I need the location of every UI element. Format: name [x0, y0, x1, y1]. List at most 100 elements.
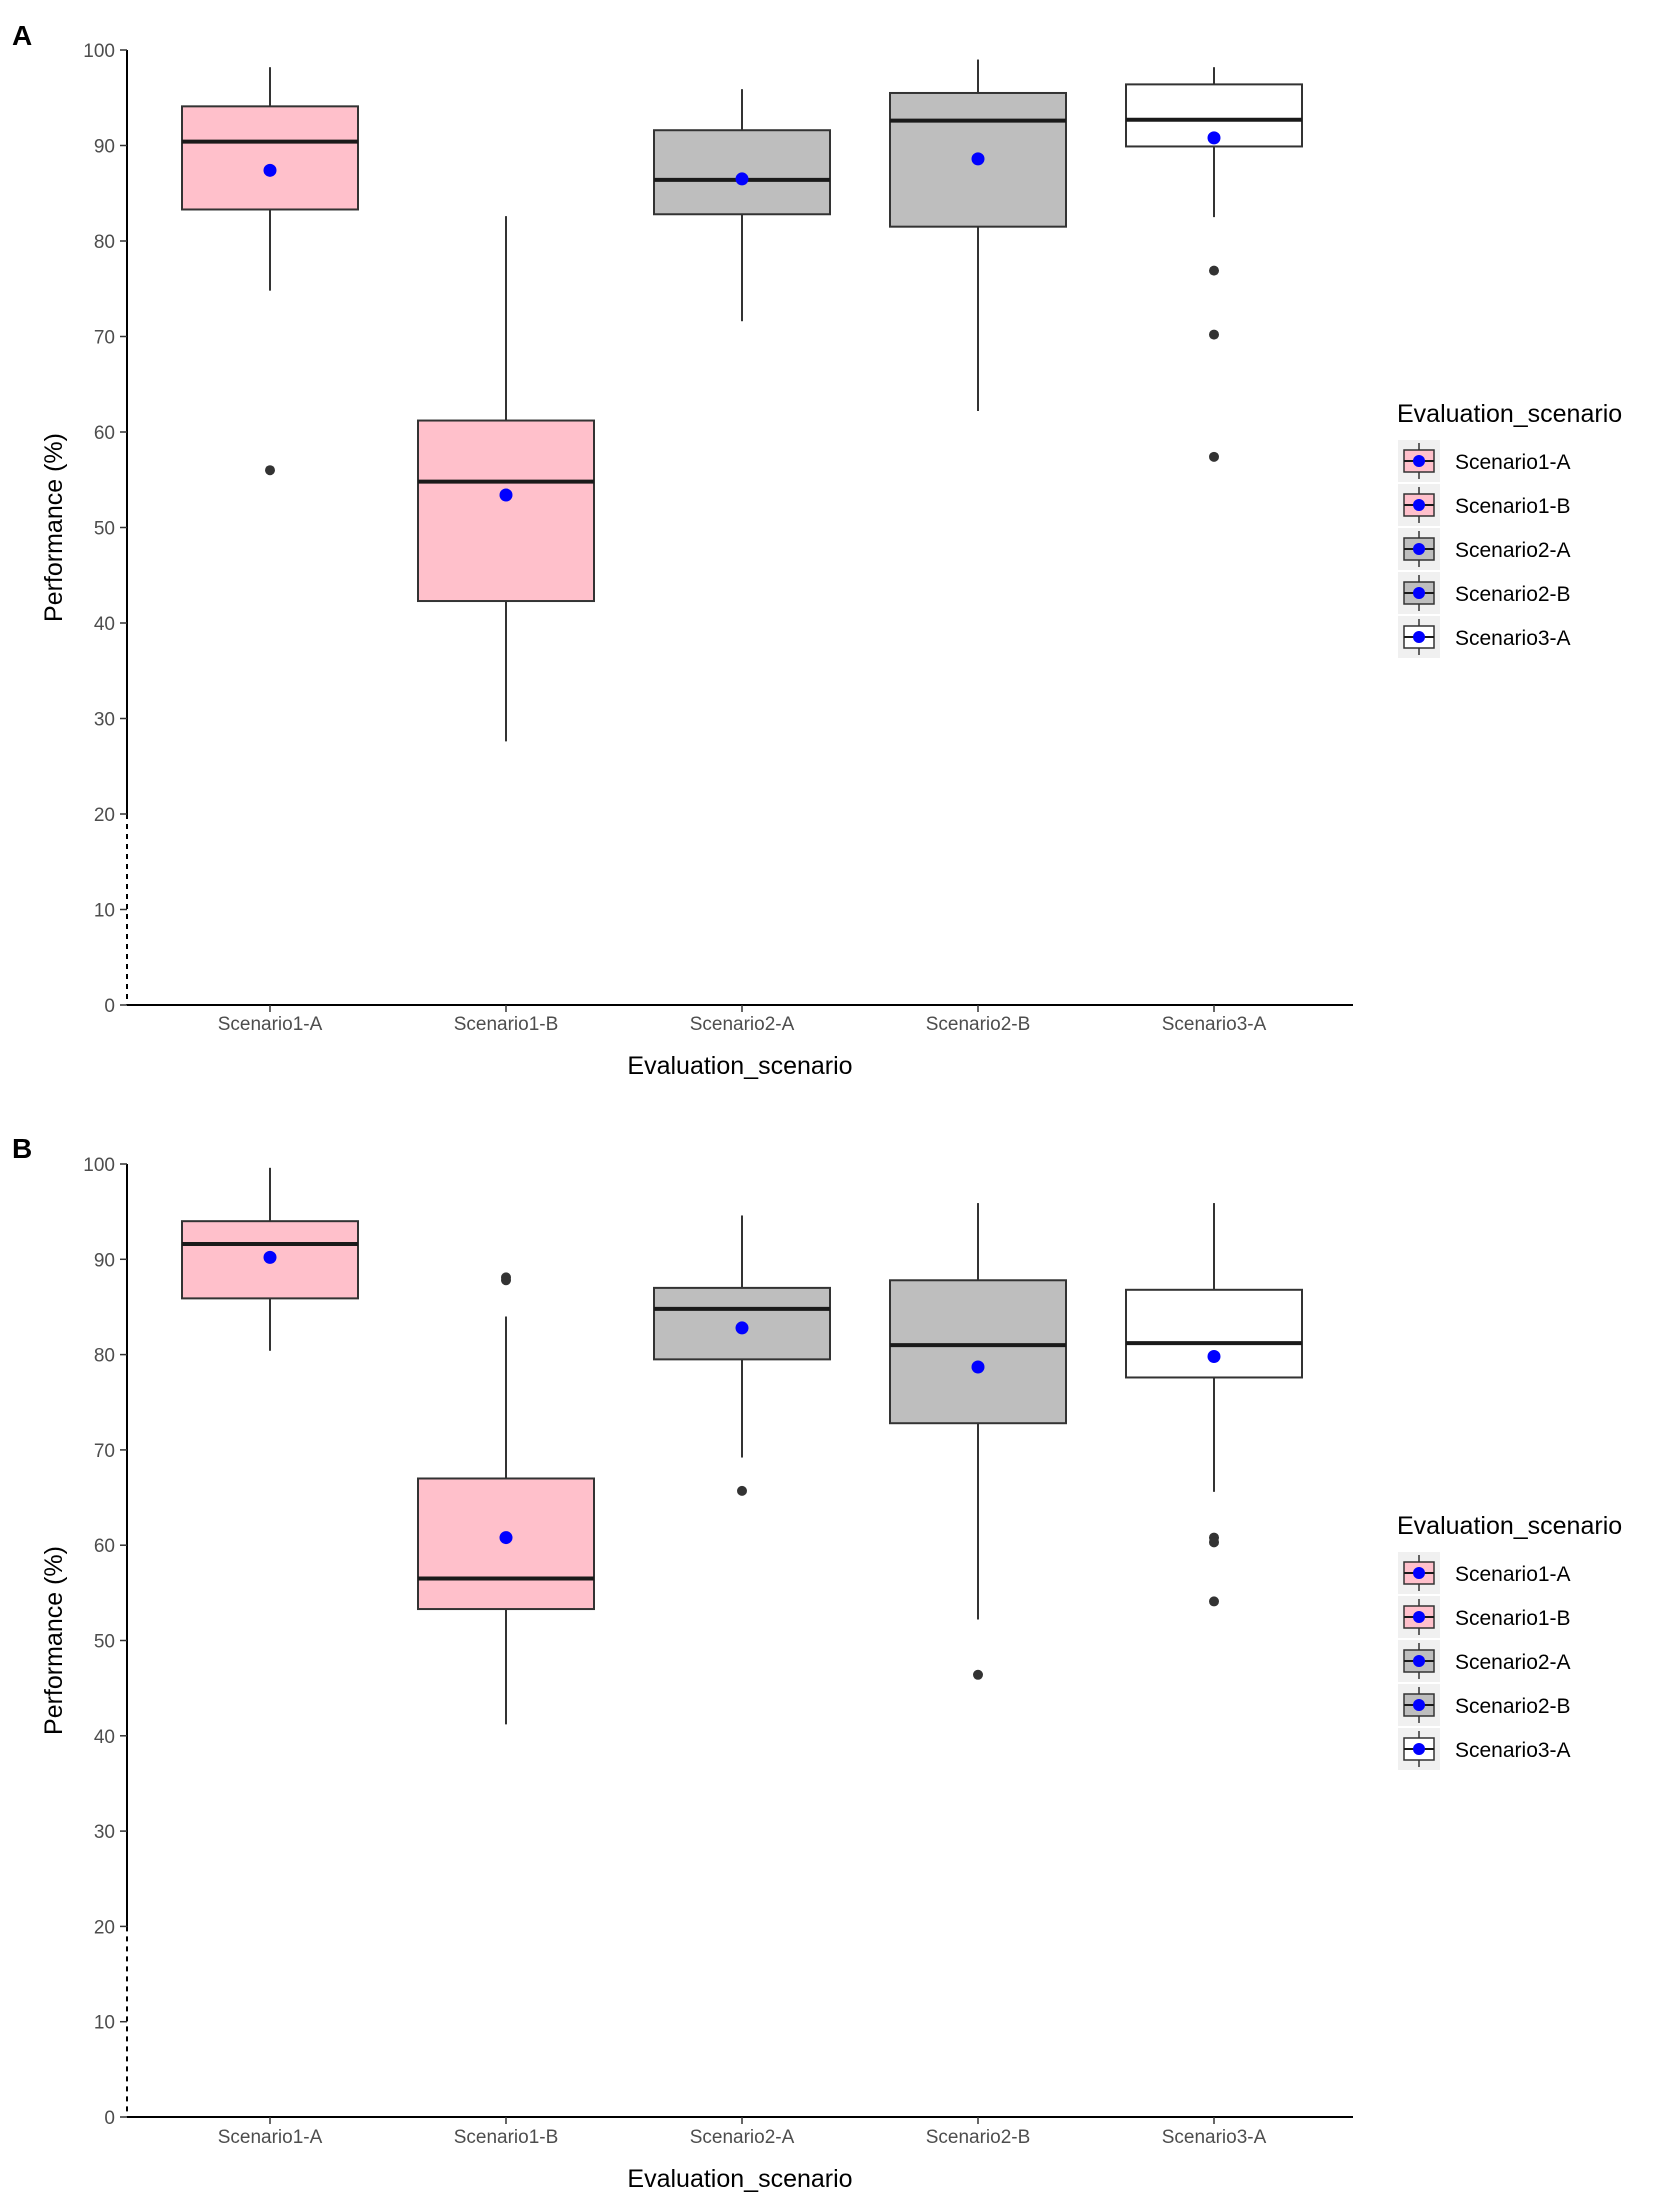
iqr-box: [417, 419, 595, 603]
y-tick-label: 80: [94, 1346, 115, 1367]
mean-point: [971, 152, 985, 166]
outlier-point: [1209, 1596, 1219, 1607]
y-tick-label: 70: [94, 328, 115, 349]
legend-key: [1398, 1640, 1440, 1682]
y-tick-label: 10: [94, 901, 115, 922]
y-tick-label: 40: [94, 614, 115, 635]
legend-mean: [1413, 1743, 1425, 1755]
legend-mean: [1413, 631, 1425, 643]
y-tick-label: 70: [94, 1441, 115, 1462]
box-scenario3-a: [1125, 67, 1303, 462]
y-tick-label: 90: [94, 1250, 115, 1271]
iqr-box: [1125, 83, 1303, 148]
outlier-point: [737, 1485, 747, 1496]
legend-label: Scenario1-A: [1455, 1563, 1571, 1586]
mean-point: [735, 1321, 749, 1335]
iqr-box: [889, 1279, 1067, 1425]
legend-key: [1398, 616, 1440, 658]
y-tick-label: 20: [94, 805, 115, 826]
legend-label: Scenario1-B: [1455, 1607, 1571, 1630]
x-tick-label: Scenario2-B: [926, 1014, 1031, 1035]
y-tick-label: 50: [94, 519, 115, 540]
y-axis-title: Performance (%): [40, 1546, 68, 1735]
legend-key: [1398, 1728, 1440, 1770]
panel-b: B 0 10 20 30 40 50 60 70 80 90 100 Scenario1-A Scenar…: [12, 1133, 1622, 2193]
panel-a: A 0 10 20 30 40 50 60 70 80 90 100 Scenario1-A Scenar…: [12, 20, 1622, 1080]
legend-label: Scenario3-A: [1455, 1739, 1571, 1762]
legend-label: Scenario1-B: [1455, 495, 1571, 518]
legend: Evaluation_scenario Scenario1-A Scenario1-…: [1397, 1512, 1622, 1770]
x-tick-label: Scenario2-A: [690, 1014, 795, 1035]
legend-key: [1398, 1596, 1440, 1638]
y-tick-label: 0: [104, 2108, 115, 2129]
y-tick-label: 30: [94, 1822, 115, 1843]
iqr-box: [653, 129, 831, 216]
box-scenario2-b: [889, 59, 1067, 411]
iqr-box: [1125, 1288, 1303, 1379]
mean-point: [971, 1360, 985, 1374]
legend-mean: [1413, 1611, 1425, 1623]
y-tick-label: 50: [94, 1632, 115, 1653]
box-scenario2-a: [653, 1215, 831, 1496]
x-tick-label: Scenario2-B: [926, 2127, 1031, 2148]
legend-mean: [1413, 455, 1425, 467]
iqr-box: [417, 1477, 595, 1611]
y-tick-label: 40: [94, 1727, 115, 1748]
box-scenario2-b: [889, 1203, 1067, 1680]
outlier-point: [973, 1669, 983, 1680]
legend-key: [1398, 572, 1440, 614]
y-axis-title: Performance (%): [40, 433, 68, 622]
mean-point: [1207, 1350, 1221, 1364]
legend-title: Evaluation_scenario: [1397, 400, 1622, 428]
legend-label: Scenario2-A: [1455, 1651, 1571, 1674]
y-tick-label: 90: [94, 137, 115, 158]
legend-label: Scenario2-B: [1455, 583, 1571, 606]
mean-point: [735, 172, 749, 186]
x-tick-label: Scenario2-A: [690, 2127, 795, 2148]
box-scenario2-a: [653, 89, 831, 322]
legend-key: [1398, 484, 1440, 526]
legend-key: [1398, 1684, 1440, 1726]
box-scenario1-b: [417, 1272, 595, 1725]
box-scenario1-a: [181, 1167, 359, 1351]
legend-key: [1398, 528, 1440, 570]
legend-key: [1398, 1552, 1440, 1594]
x-tick-label: Scenario1-A: [218, 1014, 323, 1035]
y-tick-label: 60: [94, 1536, 115, 1557]
mean-point: [1207, 131, 1221, 145]
outlier-point: [1209, 1537, 1219, 1548]
x-axis-title: Evaluation_scenario: [627, 1052, 852, 1080]
legend-mean: [1413, 543, 1425, 555]
outlier-point: [501, 1275, 511, 1286]
legend-label: Scenario2-A: [1455, 539, 1571, 562]
legend: Evaluation_scenario Scenario1-A Scenario1-…: [1397, 400, 1622, 658]
y-tick-label: 100: [83, 41, 115, 62]
x-tick-label: Scenario1-B: [454, 1014, 559, 1035]
mean-point: [499, 488, 513, 502]
legend-mean: [1413, 1699, 1425, 1711]
y-tick-label: 80: [94, 232, 115, 253]
legend-mean: [1413, 499, 1425, 511]
y-tick-label: 20: [94, 1917, 115, 1938]
box-scenario1-a: [181, 67, 359, 476]
outlier-point: [265, 465, 275, 476]
mean-point: [263, 1250, 277, 1264]
legend-label: Scenario2-B: [1455, 1695, 1571, 1718]
y-tick-label: 10: [94, 2013, 115, 2034]
legend-mean: [1413, 1655, 1425, 1667]
x-tick-label: Scenario1-A: [218, 2127, 323, 2148]
x-tick-label: Scenario3-A: [1162, 2127, 1267, 2148]
y-tick-label: 60: [94, 423, 115, 444]
panel-label: A: [12, 20, 32, 51]
outlier-point: [1209, 265, 1219, 276]
x-axis-title: Evaluation_scenario: [627, 2165, 852, 2193]
mean-point: [499, 1531, 513, 1545]
box-scenario3-a: [1125, 1203, 1303, 1607]
y-tick-label: 0: [104, 996, 115, 1017]
mean-point: [263, 163, 277, 177]
legend-mean: [1413, 587, 1425, 599]
legend-key: [1398, 440, 1440, 482]
x-tick-label: Scenario1-B: [454, 2127, 559, 2148]
legend-title: Evaluation_scenario: [1397, 1512, 1622, 1540]
